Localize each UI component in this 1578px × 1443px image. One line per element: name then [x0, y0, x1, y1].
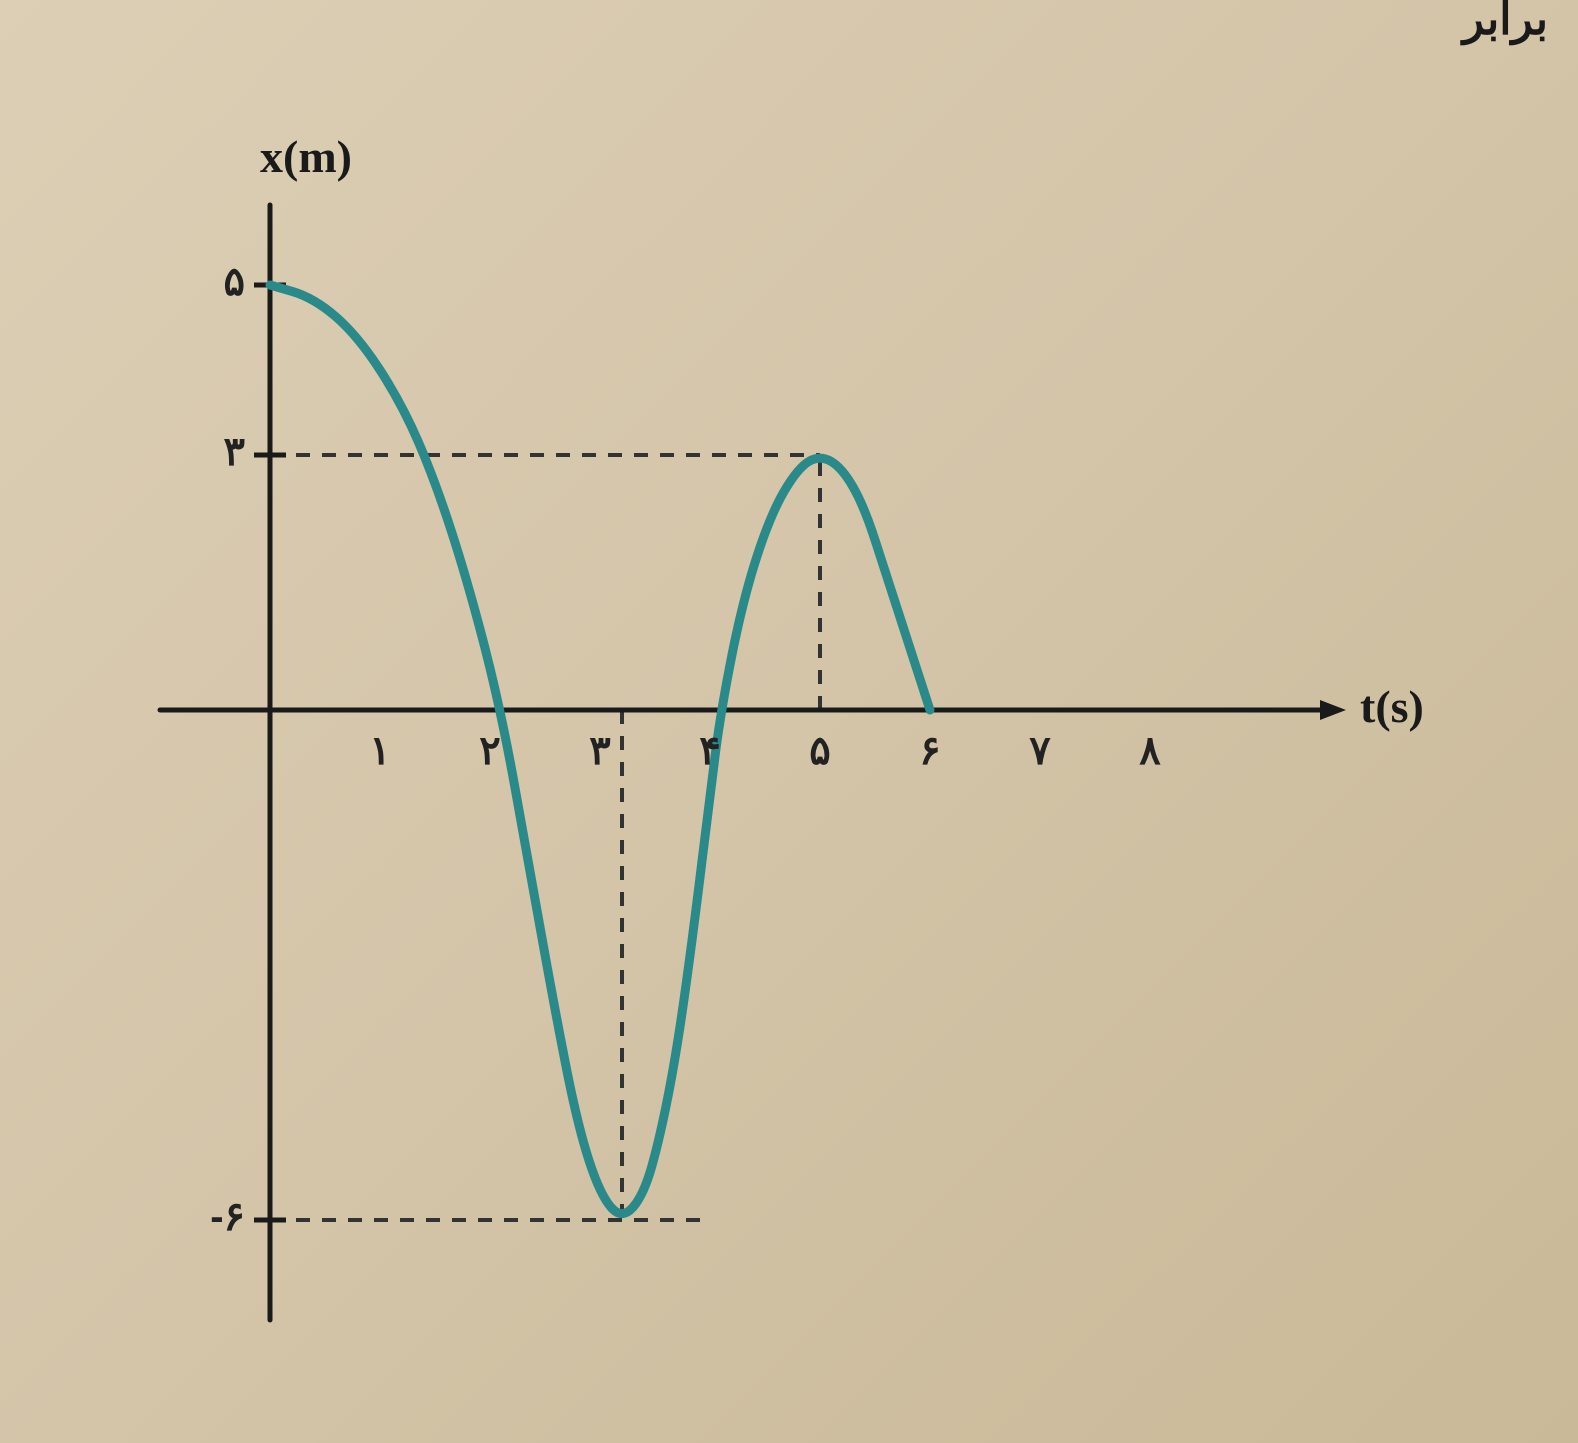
x-tick-label: ۷ — [1015, 728, 1065, 774]
x-tick-label: ۲ — [465, 728, 515, 774]
x-axis-label: t(s) — [1360, 680, 1424, 733]
y-tick-label: -۶ — [210, 1194, 245, 1240]
chart: x(m) t(s) ۱ ۲ ۳ ۴ ۵ ۶ ۷ ۸ ۵ ۳ -۶ — [120, 90, 1470, 1370]
x-tick-label: ۳ — [575, 728, 625, 774]
y-tick-label: ۳ — [224, 429, 245, 475]
x-tick-label: ۴ — [685, 728, 735, 774]
y-tick-label: ۵ — [224, 259, 245, 305]
y-axis-label: x(m) — [260, 130, 352, 183]
x-tick-label: ۸ — [1125, 728, 1175, 774]
paper-background: برابر x(m) t(s) ۱ ۲ ۳ ۴ ۵ ۶ ۷ ۸ ۵ ۳ -۶ — [0, 0, 1578, 1443]
x-tick-label: ۱ — [355, 728, 405, 774]
corner-text: برابر — [1463, 0, 1548, 45]
x-axis-arrow — [1320, 700, 1346, 720]
x-tick-label: ۵ — [795, 728, 845, 774]
x-tick-label: ۶ — [905, 728, 955, 774]
